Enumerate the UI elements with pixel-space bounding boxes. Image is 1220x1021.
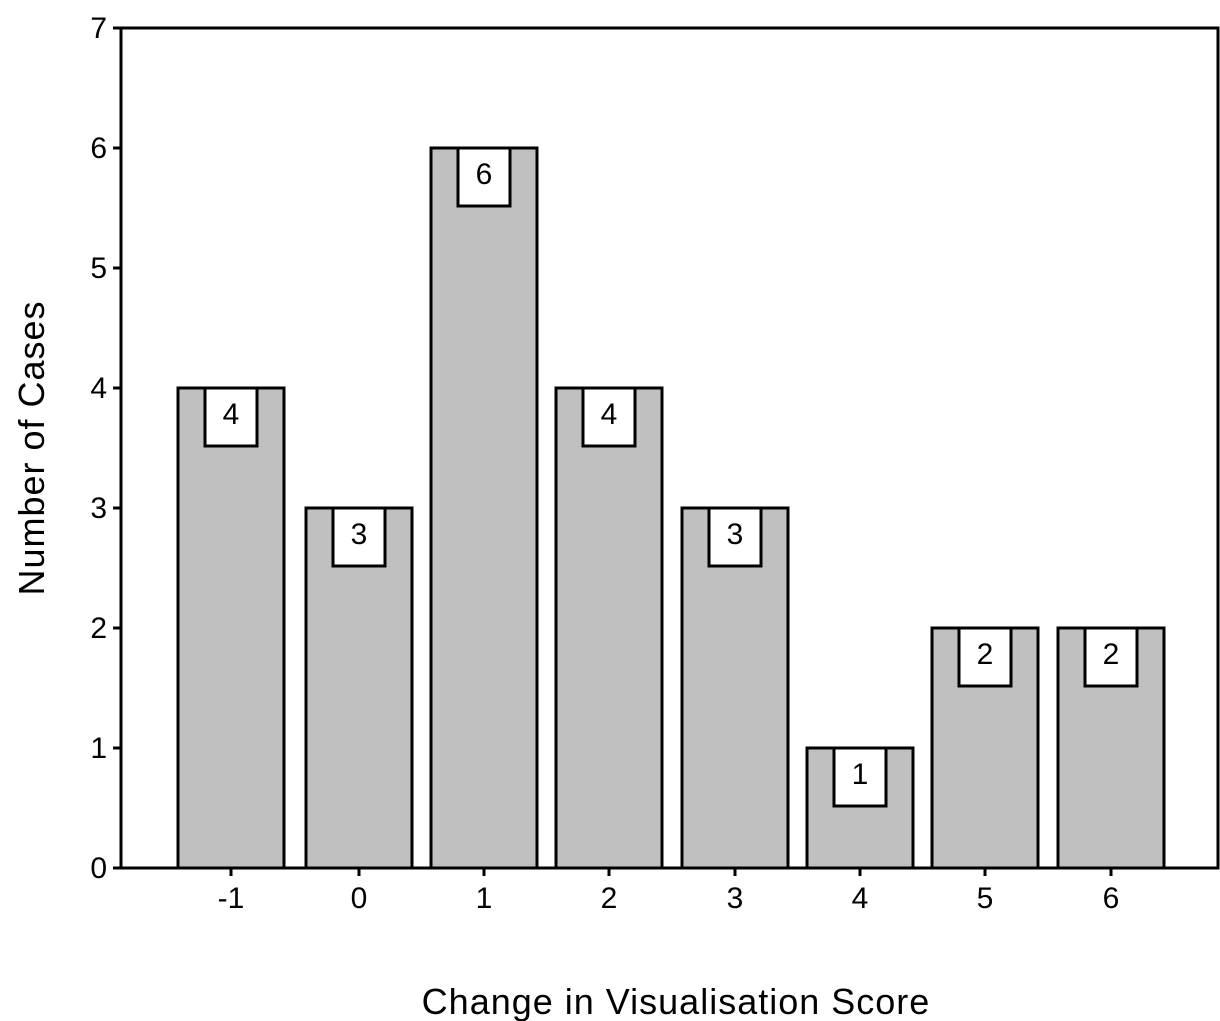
axes-layer: 0 1 2 3 4 5 6 7 -1 0 1 2 3 4 5 6 [90, 12, 1220, 915]
bar [554, 386, 664, 870]
data-label-box [707, 506, 763, 568]
bar [680, 506, 790, 870]
x-tick-label: 1 [476, 882, 493, 915]
y-tick-label: 7 [90, 12, 107, 45]
y-axis-title: Number of Cases [11, 300, 52, 595]
y-tick-label: 2 [90, 612, 107, 645]
data-label: 3 [727, 518, 744, 551]
data-label-box [331, 506, 387, 568]
x-tick-label: 6 [1103, 882, 1120, 915]
data-label-box [832, 746, 888, 808]
bar [176, 386, 286, 870]
x-tick-label: 0 [351, 882, 368, 915]
bar [429, 146, 539, 870]
data-label-box [456, 146, 512, 208]
x-tick-label: 2 [601, 882, 618, 915]
y-tick-label: 4 [90, 372, 107, 405]
data-label-box [203, 386, 259, 448]
data-label-box [581, 386, 637, 448]
data-label: 1 [852, 758, 869, 791]
bars-layer [176, 146, 1166, 870]
bar [304, 506, 414, 870]
x-tick-label: -1 [218, 882, 245, 915]
data-label: 2 [977, 638, 994, 671]
data-label-box [957, 626, 1013, 688]
x-tick-label: 4 [852, 882, 869, 915]
y-tick-label: 6 [90, 132, 107, 165]
y-tick-label: 5 [90, 252, 107, 285]
y-tick-label: 0 [90, 852, 107, 885]
data-label: 6 [476, 158, 493, 191]
y-tick-label: 3 [90, 492, 107, 525]
data-label-box [1083, 626, 1139, 688]
bar [930, 626, 1040, 870]
data-labels-layer: 4 3 6 4 3 1 2 2 [203, 146, 1139, 808]
data-label: 4 [223, 398, 240, 431]
y-tick-label: 1 [90, 732, 107, 765]
x-tick-label: 3 [727, 882, 744, 915]
data-label: 3 [351, 518, 368, 551]
x-axis-title: Change in Visualisation Score [422, 981, 931, 1021]
data-label: 4 [601, 398, 618, 431]
x-tick-label: 5 [977, 882, 994, 915]
data-label: 2 [1103, 638, 1120, 671]
plot-frame [119, 26, 1220, 870]
